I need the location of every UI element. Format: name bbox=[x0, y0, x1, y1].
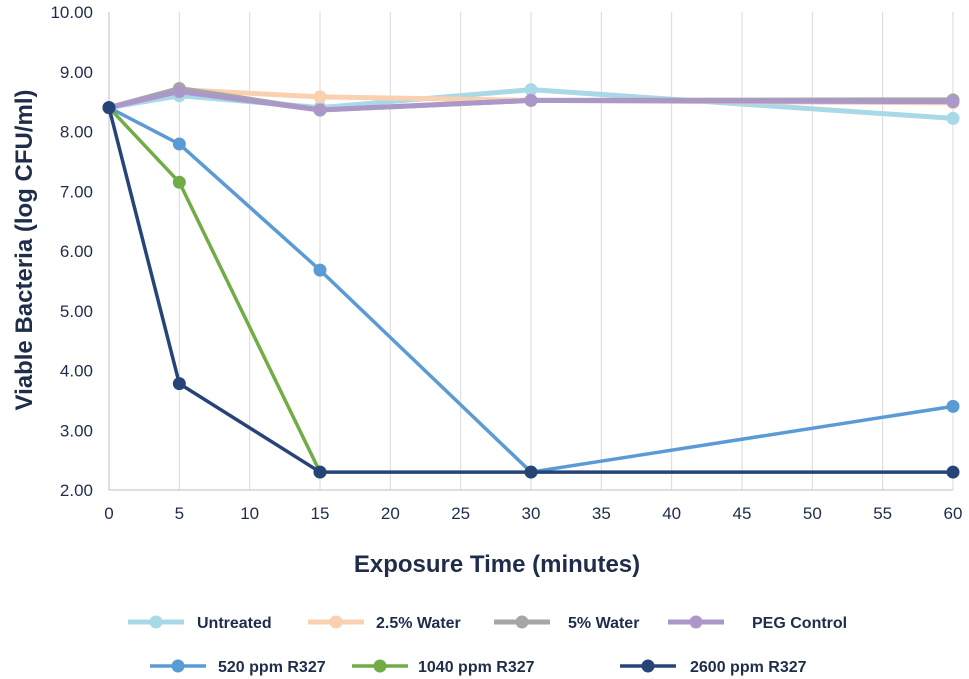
data-series bbox=[102, 81, 960, 479]
data-point bbox=[172, 137, 186, 151]
legend-swatch-marker bbox=[171, 659, 185, 673]
x-tick-label: 5 bbox=[175, 504, 184, 523]
tick-labels: 0 5 10 15 20 25 30 35 40 45 50 55 60 2.00 3.00 4.00 5.00… bbox=[50, 3, 962, 523]
legend-label: 5% Water bbox=[568, 615, 639, 632]
legend-item: 520 ppm R327 bbox=[150, 659, 326, 676]
series-5 bbox=[102, 101, 327, 479]
x-tick-label: 25 bbox=[451, 504, 470, 523]
legend-label: Untreated bbox=[197, 615, 272, 632]
x-tick-label: 60 bbox=[944, 504, 963, 523]
legend-swatch-marker bbox=[373, 659, 387, 673]
x-tick-label: 55 bbox=[873, 504, 892, 523]
data-point bbox=[172, 84, 186, 98]
y-tick-label: 10.00 bbox=[50, 3, 93, 22]
data-point bbox=[102, 101, 116, 115]
data-point bbox=[946, 111, 960, 125]
legend-item: 2600 ppm R327 bbox=[620, 659, 807, 676]
x-tick-label: 10 bbox=[240, 504, 259, 523]
axes bbox=[108, 12, 953, 491]
y-tick-label: 8.00 bbox=[60, 123, 93, 142]
data-point bbox=[524, 93, 538, 107]
legend-swatch-marker bbox=[149, 615, 163, 629]
y-axis-label: Viable Bacteria (log CFU/ml) bbox=[11, 90, 38, 411]
legend-label: 2.5% Water bbox=[376, 615, 461, 632]
data-point bbox=[946, 465, 960, 479]
y-tick-label: 3.00 bbox=[60, 421, 93, 440]
data-point bbox=[172, 175, 186, 189]
y-tick-label: 2.00 bbox=[60, 481, 93, 500]
x-tick-label: 35 bbox=[592, 504, 611, 523]
data-point bbox=[946, 399, 960, 413]
data-point bbox=[172, 377, 186, 391]
legend-label: 1040 ppm R327 bbox=[418, 659, 535, 676]
legend-item: 2.5% Water bbox=[308, 615, 461, 632]
legend: Untreated 2.5% Water 5% Water PEG Control 52… bbox=[128, 615, 847, 676]
legend-swatch-marker bbox=[329, 615, 343, 629]
x-tick-label: 15 bbox=[311, 504, 330, 523]
data-point bbox=[524, 465, 538, 479]
x-axis-label: Exposure Time (minutes) bbox=[354, 551, 640, 578]
legend-label: 520 ppm R327 bbox=[218, 659, 326, 676]
data-point bbox=[313, 263, 327, 277]
x-tick-label: 45 bbox=[733, 504, 752, 523]
series-line bbox=[107, 105, 322, 474]
legend-label: PEG Control bbox=[752, 615, 847, 632]
legend-item: PEG Control bbox=[668, 615, 847, 632]
y-tick-label: 9.00 bbox=[60, 63, 93, 82]
x-tick-label: 20 bbox=[381, 504, 400, 523]
x-tick-label: 50 bbox=[803, 504, 822, 523]
data-point bbox=[313, 90, 327, 104]
x-tick-label: 0 bbox=[104, 504, 113, 523]
legend-swatch-marker bbox=[515, 615, 529, 629]
legend-item: 1040 ppm R327 bbox=[352, 659, 535, 676]
x-tick-label: 40 bbox=[662, 504, 681, 523]
legend-item: 5% Water bbox=[494, 615, 639, 632]
legend-swatch-marker bbox=[689, 615, 703, 629]
legend-item: Untreated bbox=[128, 615, 272, 632]
x-tick-label: 30 bbox=[522, 504, 541, 523]
data-point bbox=[524, 83, 538, 97]
y-tick-label: 5.00 bbox=[60, 302, 93, 321]
y-tick-label: 6.00 bbox=[60, 242, 93, 261]
y-tick-label: 7.00 bbox=[60, 182, 93, 201]
y-tick-label: 4.00 bbox=[60, 362, 93, 381]
legend-swatch-marker bbox=[641, 659, 655, 673]
legend-label: 2600 ppm R327 bbox=[690, 659, 807, 676]
data-point bbox=[946, 95, 960, 109]
data-point bbox=[313, 103, 327, 117]
series-6 bbox=[102, 101, 960, 479]
series-3 bbox=[102, 84, 960, 117]
data-point bbox=[313, 465, 327, 479]
